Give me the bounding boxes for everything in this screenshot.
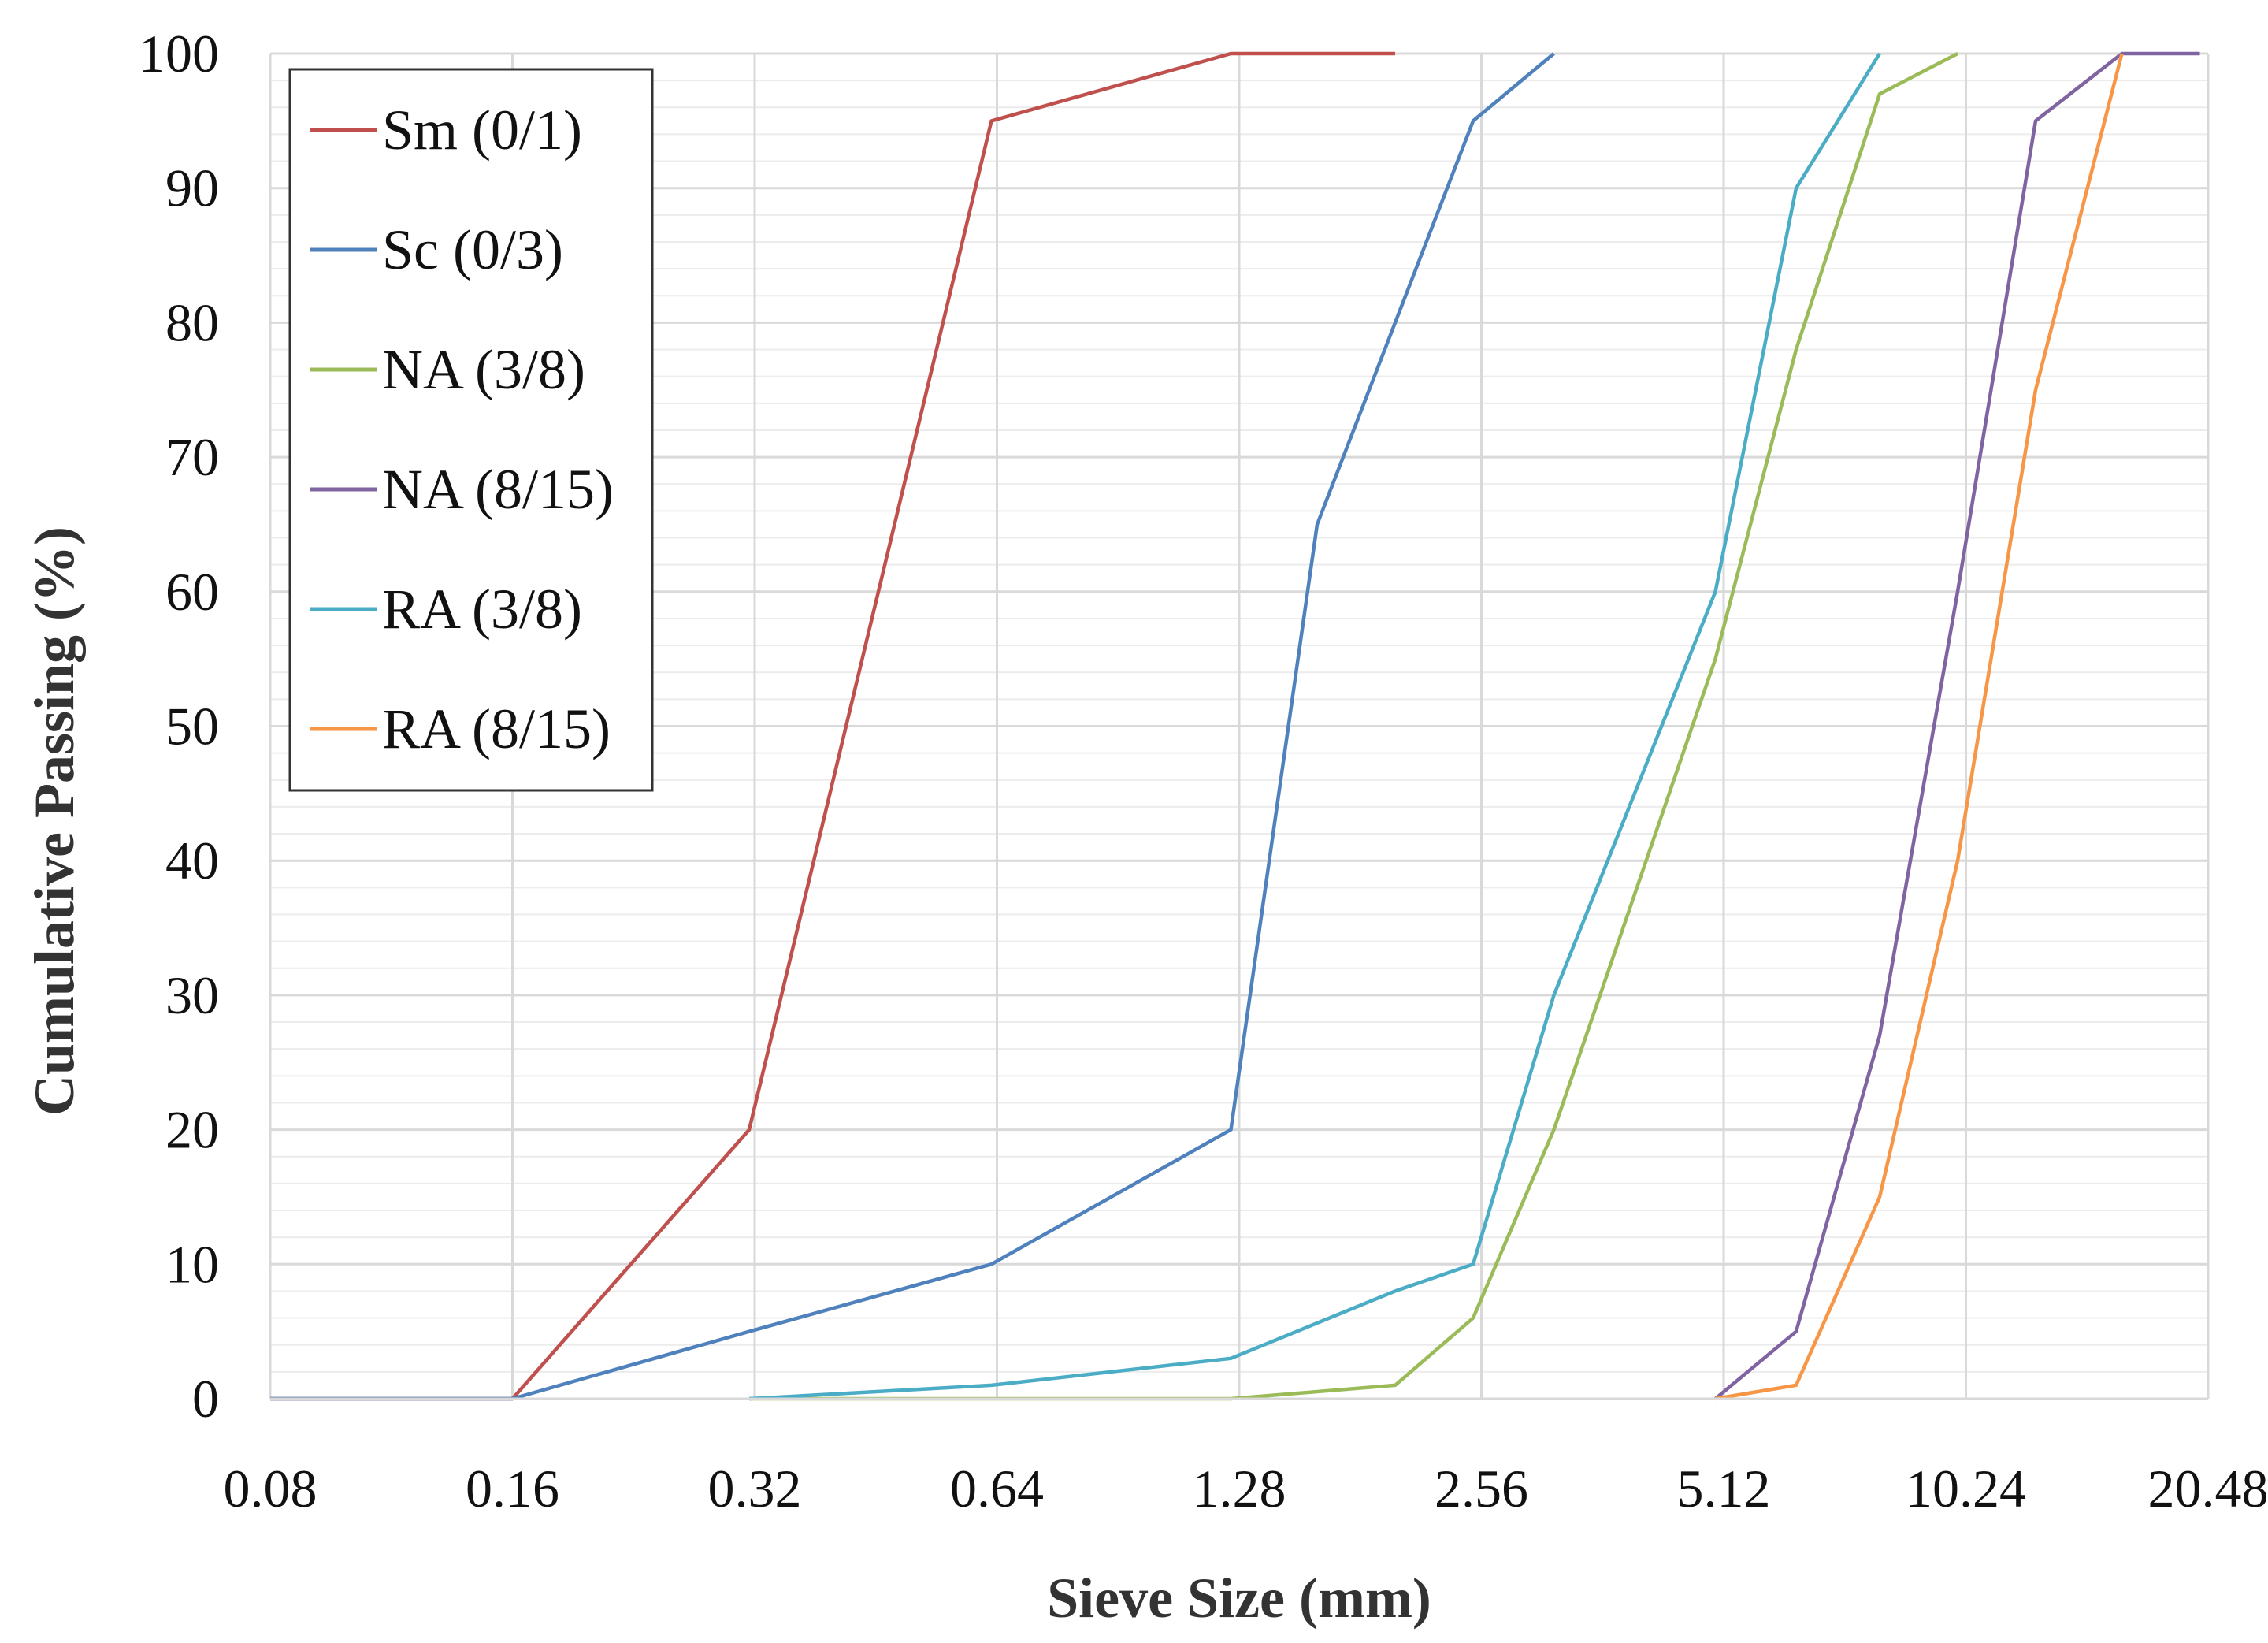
- x-tick-label: 1.28: [1193, 1459, 1286, 1518]
- x-tick-label: 0.08: [224, 1459, 317, 1518]
- series-line-4: [748, 52, 1881, 1401]
- y-tick-label: 0: [192, 1369, 219, 1429]
- y-tick-labels: 0 10 20 30 40 50 60 70 80 90 100: [139, 24, 219, 1429]
- x-axis-title: Sieve Size (mm): [1047, 1567, 1431, 1630]
- x-tick-labels: 0.08 0.16 0.32 0.64 1.28 2.56 5.12 10.24 20.48: [224, 1459, 2268, 1518]
- legend-label: NA (8/15): [382, 458, 614, 521]
- legend-label: Sm (0/1): [382, 99, 582, 162]
- series-line-5: [1715, 53, 2124, 1401]
- x-tick-label: 2.56: [1435, 1459, 1528, 1518]
- legend-label: NA (3/8): [382, 338, 585, 401]
- legend-label: Sc (0/3): [382, 218, 563, 281]
- y-tick-label: 40: [165, 831, 219, 890]
- y-tick-label: 80: [165, 292, 219, 352]
- y-tick-label: 70: [165, 427, 219, 487]
- x-tick-label: 0.64: [950, 1459, 1044, 1518]
- legend-label: RA (3/8): [382, 578, 582, 641]
- y-tick-label: 100: [139, 24, 219, 84]
- y-axis-title: Cumulative Passing (%): [23, 526, 86, 1116]
- x-tick-label: 0.16: [466, 1459, 559, 1518]
- x-tick-label: 0.32: [708, 1459, 802, 1518]
- gridlines: [269, 52, 2210, 1399]
- y-tick-label: 60: [165, 562, 219, 622]
- y-tick-label: 30: [165, 965, 219, 1025]
- x-tick-label: 10.24: [1906, 1459, 2026, 1518]
- legend-box: [288, 68, 654, 792]
- x-tick-label: 20.48: [2148, 1459, 2268, 1518]
- x-tick-label: 5.12: [1677, 1459, 1771, 1518]
- y-tick-label: 10: [165, 1234, 219, 1294]
- y-tick-label: 90: [165, 158, 219, 218]
- y-tick-label: 50: [165, 697, 219, 756]
- y-tick-label: 20: [165, 1100, 219, 1160]
- series-line-1: [270, 52, 1555, 1401]
- legend: Sm (0/1) Sc (0/3) NA (3/8) NA (8/15) RA (3/8…: [288, 68, 654, 792]
- legend-label: RA (8/15): [382, 697, 611, 760]
